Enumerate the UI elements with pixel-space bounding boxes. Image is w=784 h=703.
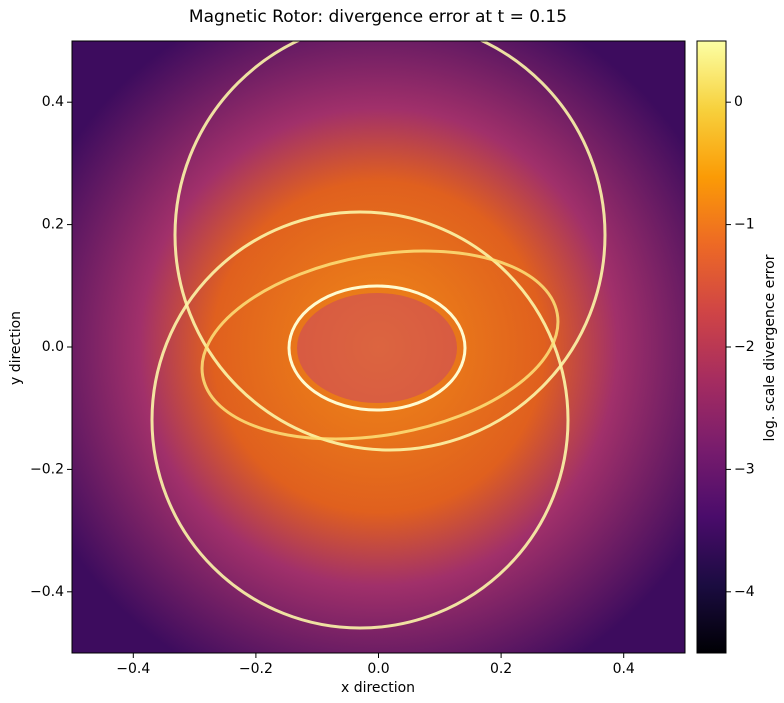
y-tick-label: 0.4	[42, 94, 64, 110]
colorbar-tick-label: −3	[734, 461, 755, 477]
ring	[287, 284, 467, 412]
ring	[150, 210, 570, 630]
ring	[200, 249, 560, 441]
x-axis-label: x direction	[341, 680, 415, 696]
ring	[173, 41, 607, 452]
y-tick-label: −0.4	[30, 584, 64, 600]
colorbar-tick-label: −1	[734, 217, 755, 233]
y-axis-label: y direction	[8, 311, 24, 385]
x-tick-label: 0.0	[367, 661, 389, 677]
y-tick-label: 0.0	[42, 339, 64, 355]
y-tick-label: 0.2	[42, 217, 64, 233]
colorbar	[696, 40, 727, 654]
x-tick-label: −0.4	[116, 661, 150, 677]
colorbar-tick-label: −4	[734, 584, 755, 600]
core	[297, 293, 457, 403]
colorbar-label: log. scale divergence error	[762, 254, 778, 441]
colorbar-tick-label: 0	[734, 94, 743, 110]
x-tick-label: 0.2	[490, 661, 512, 677]
colorbar-tick-label: −2	[734, 339, 755, 355]
y-tick-label: −0.2	[30, 461, 64, 477]
x-tick-label: 0.4	[613, 661, 635, 677]
heatmap-image	[72, 41, 685, 653]
x-tick-label: −0.2	[239, 661, 273, 677]
chart-title: Magnetic Rotor: divergence error at t = …	[189, 7, 567, 27]
